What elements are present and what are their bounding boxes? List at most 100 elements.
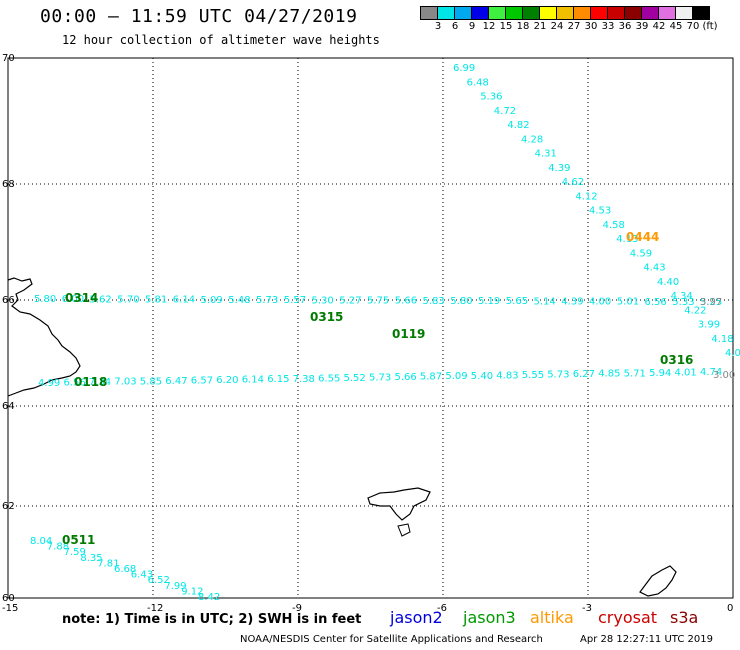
lat-lon-grid xyxy=(8,58,733,598)
pass-time-label: 0316 xyxy=(660,353,693,367)
legend-label: 21 xyxy=(533,21,547,32)
wave-height-value: 8.35 xyxy=(80,553,102,564)
wave-height-value: 4.13 xyxy=(616,234,638,245)
wave-height-value: 5.65 xyxy=(506,296,528,307)
wave-height-value: 3.99 xyxy=(698,320,720,331)
satellite-legend-item: altika xyxy=(530,608,574,627)
wave-height-value: 6.57 xyxy=(191,376,213,387)
wave-height-value: 8.04 xyxy=(30,536,52,547)
wave-height-value: 6.27 xyxy=(573,369,595,380)
wave-height-value: 6.55 xyxy=(318,373,340,384)
wave-height-value: 5.83 xyxy=(423,296,445,307)
legend-label: 36 xyxy=(618,21,632,32)
legend-label: 24 xyxy=(550,21,564,32)
wave-height-value: 5.94 xyxy=(649,368,671,379)
lon-tick-label: -6 xyxy=(437,603,447,614)
wave-height-value: 5.30 xyxy=(312,295,334,306)
wave-height-value: 6.14 xyxy=(242,375,264,386)
wave-height-value: 7.99 xyxy=(164,581,186,592)
axis-tick-labels: 70 68 66 64 62 60-15 -12 -9 -6 -3 0 xyxy=(2,53,733,614)
wave-height-value: 5.87 xyxy=(420,372,442,383)
wave-height-value: 7.59 xyxy=(64,547,86,558)
wave-height-value: 6.52 xyxy=(148,575,170,586)
wave-height-value: 4.74 xyxy=(700,367,722,378)
satellite-legend-item: jason3 xyxy=(463,608,516,627)
wave-height-value: 6.56 xyxy=(645,297,667,308)
wave-height-value: 5.36 xyxy=(480,92,502,103)
wave-height-value: 6.47 xyxy=(165,376,187,387)
wave-height-value: 6.14 xyxy=(173,295,195,306)
wave-height-value: 5.66 xyxy=(395,296,417,307)
wave-height-value: 6.56 xyxy=(64,378,86,389)
pass-labels: 0444 0314 0315 0119 0118 0316 0511 xyxy=(62,230,693,547)
wave-height-value: 3.00 xyxy=(713,370,735,381)
pass-time-label: 0314 xyxy=(65,291,98,305)
wave-height-value: 4.59 xyxy=(630,248,652,259)
wave-height-value: 5.66 xyxy=(395,372,417,383)
pass-time-label: 0119 xyxy=(392,327,425,341)
wave-height-value: 7.03 xyxy=(114,377,136,388)
wave-height-value: 7.88 xyxy=(47,542,69,553)
lon-tick-label: -3 xyxy=(582,603,592,614)
wave-height-value: 5.73 xyxy=(369,373,391,384)
faroe-coast xyxy=(367,487,431,521)
legend-label: 27 xyxy=(567,21,581,32)
wave-height-value: 4.12 xyxy=(575,191,597,202)
wave-height-value: 4.31 xyxy=(535,149,557,160)
wave-height-value: 8.42 xyxy=(198,592,220,603)
iceland-coast xyxy=(7,277,81,397)
wave-height-value: 5.19 xyxy=(478,296,500,307)
wave-height-value: 5.70 xyxy=(117,294,139,305)
note-text: note: 1) Time is in UTC; 2) SWH is in fe… xyxy=(62,612,362,627)
legend-label: 42 xyxy=(652,21,666,32)
legend-label: 12 xyxy=(482,21,496,32)
wave-height-value: 5.80 xyxy=(450,296,472,307)
frame-rect xyxy=(7,57,734,599)
wave-height-value: 5.81 xyxy=(145,295,167,306)
lat-tick-label: 64 xyxy=(2,401,15,412)
wave-height-value: 6.20 xyxy=(216,375,238,386)
shetland-coast xyxy=(639,565,677,597)
lat-tick-label: 70 xyxy=(2,53,15,64)
legend-label: 18 xyxy=(516,21,530,32)
wave-height-value: 5.85 xyxy=(140,376,162,387)
wave-height-value: 4.39 xyxy=(548,163,570,174)
lon-tick-label: 0 xyxy=(727,603,733,614)
wave-height-value: 5.40 xyxy=(471,371,493,382)
legend-swatch xyxy=(692,6,710,20)
observation-tracks: 6.99 6.48 5.36 4.72 4.82 4.28 4.31 4.39 4.62 4.12… xyxy=(30,63,740,603)
wave-height-value: 5.14 xyxy=(534,296,556,307)
lat-tick-label: 68 xyxy=(2,179,15,190)
wave-height-value: 4.01 xyxy=(675,367,697,378)
pass-time-label: 0511 xyxy=(62,533,95,547)
wave-height-value: 4.72 xyxy=(494,106,516,117)
legend-label: 15 xyxy=(499,21,513,32)
lon-tick-label: -9 xyxy=(292,603,302,614)
wave-height-value: 7.34 xyxy=(89,377,111,388)
wave-height-value: 6.99 xyxy=(453,63,475,74)
wave-height-value: 4.43 xyxy=(643,263,665,274)
wave-height-value: 5.09 xyxy=(201,295,223,306)
lat-tick-label: 62 xyxy=(2,501,15,512)
credit-text: NOAA/NESDIS Center for Satellite Applica… xyxy=(240,634,543,645)
wave-height-value: 5.25 xyxy=(700,297,722,308)
wave-height-value: 4.82 xyxy=(507,120,529,131)
wave-height-value: 4.85 xyxy=(598,369,620,380)
wave-height-value: 7.81 xyxy=(97,558,119,569)
wave-height-value: 5.75 xyxy=(367,296,389,307)
wave-height-value: 4.22 xyxy=(684,305,706,316)
lat-tick-label: 60 xyxy=(2,593,15,604)
wave-height-value: 4.34 xyxy=(671,291,693,302)
lat-tick-label: 66 xyxy=(2,295,15,306)
wave-height-value: 5.52 xyxy=(344,373,366,384)
color-legend xyxy=(420,5,710,24)
wave-height-value: 5.80 xyxy=(34,294,56,305)
wave-height-value: 6.68 xyxy=(114,564,136,575)
wave-height-value: 4.18 xyxy=(711,334,733,345)
wave-height-value: 5.01 xyxy=(617,297,639,308)
wave-height-value: 5.48 xyxy=(228,295,250,306)
wave-height-value: 5.71 xyxy=(624,368,646,379)
wave-height-value: 5.73 xyxy=(256,295,278,306)
map-title: 00:00 – 11:59 UTC 04/27/2019 xyxy=(40,6,358,27)
